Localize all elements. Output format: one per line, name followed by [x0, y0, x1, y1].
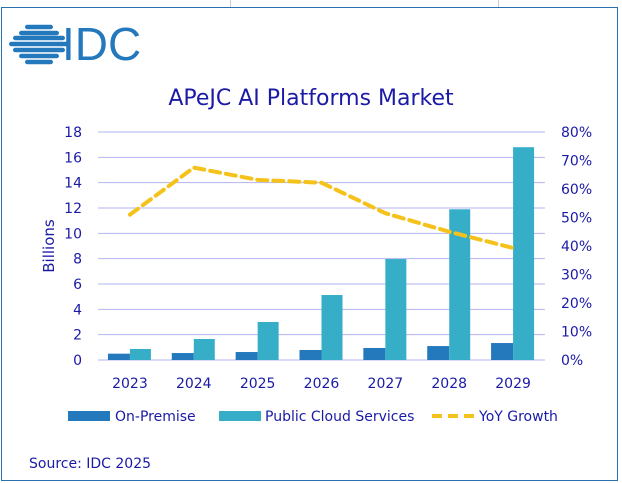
bar-on-premise	[107, 353, 130, 360]
logo-stripe	[9, 41, 69, 47]
y2-tick-label: 40%	[561, 239, 592, 255]
logo-stripe	[19, 30, 59, 36]
y-tick-label: 8	[73, 252, 82, 268]
x-tick-label: 2027	[368, 376, 404, 392]
y-axis-label: Billions	[40, 219, 58, 273]
idc-logo: IDC	[9, 18, 141, 70]
y-tick-label: 4	[73, 302, 82, 318]
x-tick-label: 2028	[431, 376, 467, 392]
y2-tick-label: 30%	[561, 268, 592, 284]
y-tick-label: 0	[73, 353, 82, 369]
divider	[230, 0, 231, 7]
bar-public-cloud	[193, 338, 215, 360]
y-tick-label: 14	[64, 176, 82, 192]
y-tick-label: 16	[64, 150, 82, 166]
y-tick-label: 2	[73, 328, 82, 344]
bar-on-premise	[171, 353, 194, 360]
legend-swatch-on-premise	[68, 411, 110, 421]
y-tick-label: 12	[64, 201, 82, 217]
logo-stripe	[19, 53, 59, 59]
bar-public-cloud	[321, 295, 343, 360]
legend-label: Public Cloud Services	[265, 409, 414, 425]
logo-text: IDC	[62, 18, 141, 70]
bar-on-premise	[427, 346, 450, 360]
logo-stripe	[13, 35, 65, 41]
bar-on-premise	[491, 343, 514, 360]
y-tick-label: 10	[64, 226, 82, 242]
bar-public-cloud	[129, 348, 151, 360]
y2-tick-label: 0%	[561, 353, 583, 369]
bar-public-cloud	[257, 322, 279, 360]
x-tick-label: 2026	[304, 376, 340, 392]
x-tick-label: 2024	[176, 376, 212, 392]
y2-tick-label: 80%	[561, 125, 592, 141]
legend-swatch-public-cloud	[219, 411, 261, 421]
bar-on-premise	[363, 347, 386, 360]
y2-tick-label: 60%	[561, 182, 592, 198]
y-tick-label: 6	[73, 277, 82, 293]
logo-stripe	[25, 59, 53, 65]
bar-public-cloud	[385, 259, 407, 360]
x-tick-label: 2023	[112, 376, 148, 392]
y2-tick-label: 20%	[561, 296, 592, 312]
x-tick-label: 2029	[495, 376, 531, 392]
chart-frame	[1, 7, 618, 481]
source-note: Source: IDC 2025	[29, 456, 151, 472]
y-tick-label: 18	[64, 125, 82, 141]
chart-title: APeJC AI Platforms Market	[168, 86, 454, 111]
x-tick-label: 2025	[240, 376, 276, 392]
idc-globe-icon	[9, 24, 69, 65]
y2-tick-label: 50%	[561, 211, 592, 227]
legend-label: YoY Growth	[478, 409, 558, 425]
y2-tick-label: 70%	[561, 154, 592, 170]
logo-stripe	[25, 24, 53, 30]
y2-tick-label: 10%	[561, 325, 592, 341]
bar-public-cloud	[449, 209, 471, 360]
logo-stripe	[13, 47, 65, 53]
divider	[498, 0, 499, 7]
bar-on-premise	[235, 352, 258, 360]
legend-label: On-Premise	[115, 409, 196, 425]
bar-on-premise	[299, 349, 322, 360]
bar-public-cloud	[513, 147, 535, 360]
